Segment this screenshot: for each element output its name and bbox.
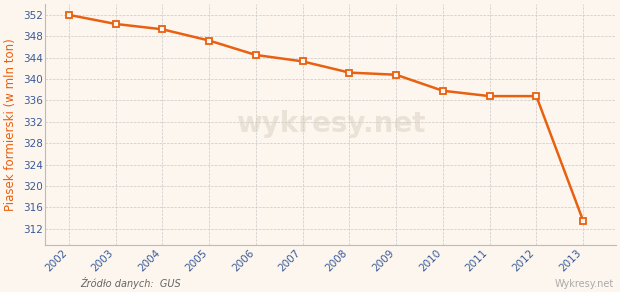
Y-axis label: Piasek formierski (w mln ton): Piasek formierski (w mln ton) xyxy=(4,38,17,211)
Text: Źródło danych:  GUS: Źródło danych: GUS xyxy=(81,277,182,289)
Text: Wykresy.net: Wykresy.net xyxy=(554,279,614,289)
Text: wykresy.net: wykresy.net xyxy=(236,110,425,138)
